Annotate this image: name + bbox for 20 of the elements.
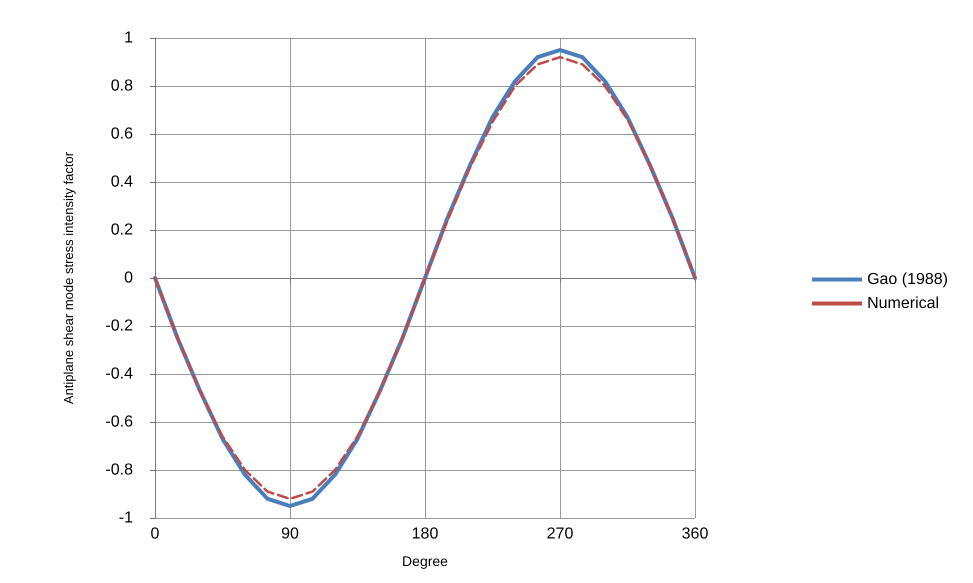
y-tick-label: -0.4 [105,366,134,382]
legend-label: Gao (1988) [867,271,948,288]
y-axis-title: Antiplane shear mode stress intensity factor [61,151,76,404]
x-tick-label: 360 [682,526,708,542]
x-axis-title: Degree [402,553,448,569]
y-tick-label: -1 [118,510,134,526]
y-tick-label: 0.2 [110,222,134,238]
x-tick-label: 270 [546,526,574,542]
y-tick-label: 0 [124,270,134,286]
y-tick-label: 1 [124,30,134,46]
x-tick-label: 0 [150,526,160,542]
x-tick-label: 90 [281,526,299,542]
x-tick-label: 180 [412,526,438,542]
y-tick-label: 0.6 [110,126,134,142]
y-tick-label: -0.8 [105,462,134,478]
legend-label: Numerical [867,295,940,312]
y-tick-label: -0.2 [105,318,134,334]
y-tick-label: 0.4 [110,174,134,190]
y-tick-label: 0.8 [110,78,134,94]
y-tick-label: -0.6 [105,414,134,430]
